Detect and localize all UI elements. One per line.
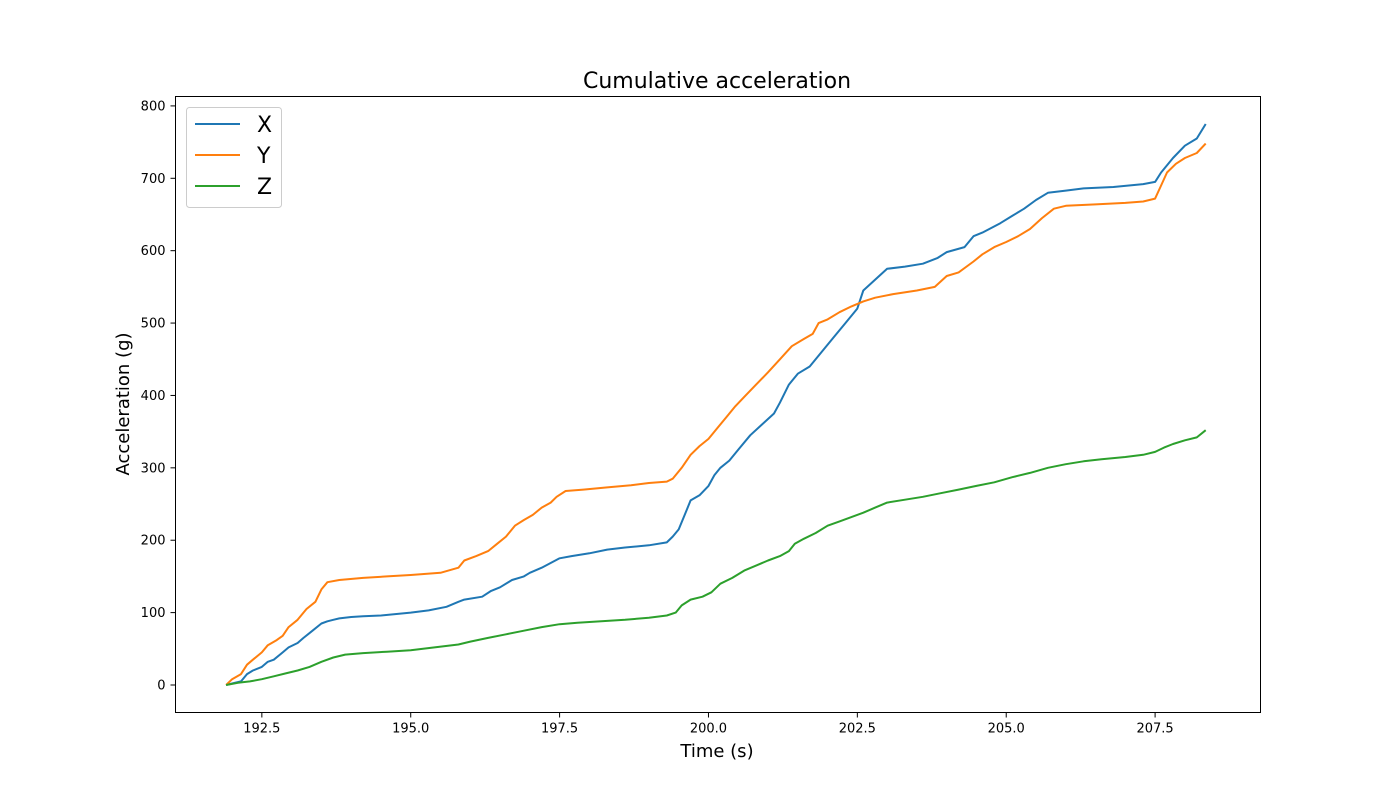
x-tick-label: 205.0 [988, 722, 1025, 737]
legend-label-z: Z [257, 175, 272, 200]
x-tick-label: 202.5 [839, 722, 876, 737]
series-line-x [225, 123, 1207, 686]
series-line-z [225, 429, 1207, 686]
y-tick-label: 500 [141, 317, 166, 332]
y-tick-label: 400 [141, 389, 166, 404]
x-axis-ticks: 192.5 195.0 197.5 200.0 202.5 205.0 207.5 [243, 712, 1174, 737]
x-tick-label: 207.5 [1136, 722, 1173, 737]
legend-label-y: Y [256, 144, 271, 169]
y-tick-label: 700 [141, 172, 166, 187]
y-axis-ticks: 0 100 200 300 400 500 600 700 800 [141, 99, 176, 693]
y-axis-label: Acceleration (g) [113, 332, 134, 475]
y-tick-label: 600 [141, 244, 166, 259]
series-lines [225, 123, 1207, 686]
plot-frame [175, 96, 1261, 713]
y-tick-label: 800 [141, 99, 166, 114]
x-tick-label: 197.5 [541, 722, 578, 737]
chart-title: Cumulative acceleration [583, 69, 851, 94]
y-tick-label: 200 [141, 534, 166, 549]
x-tick-label: 200.0 [690, 722, 727, 737]
y-tick-label: 0 [157, 678, 165, 693]
series-line-y [225, 142, 1207, 686]
x-tick-label: 195.0 [392, 722, 429, 737]
x-tick-label: 192.5 [243, 722, 280, 737]
legend-box [186, 107, 282, 208]
legend-label-x: X [257, 113, 272, 138]
legend: XYZ [186, 107, 282, 208]
y-tick-label: 300 [141, 461, 166, 476]
y-tick-label: 100 [141, 606, 166, 621]
x-axis-label: Time (s) [679, 741, 753, 762]
